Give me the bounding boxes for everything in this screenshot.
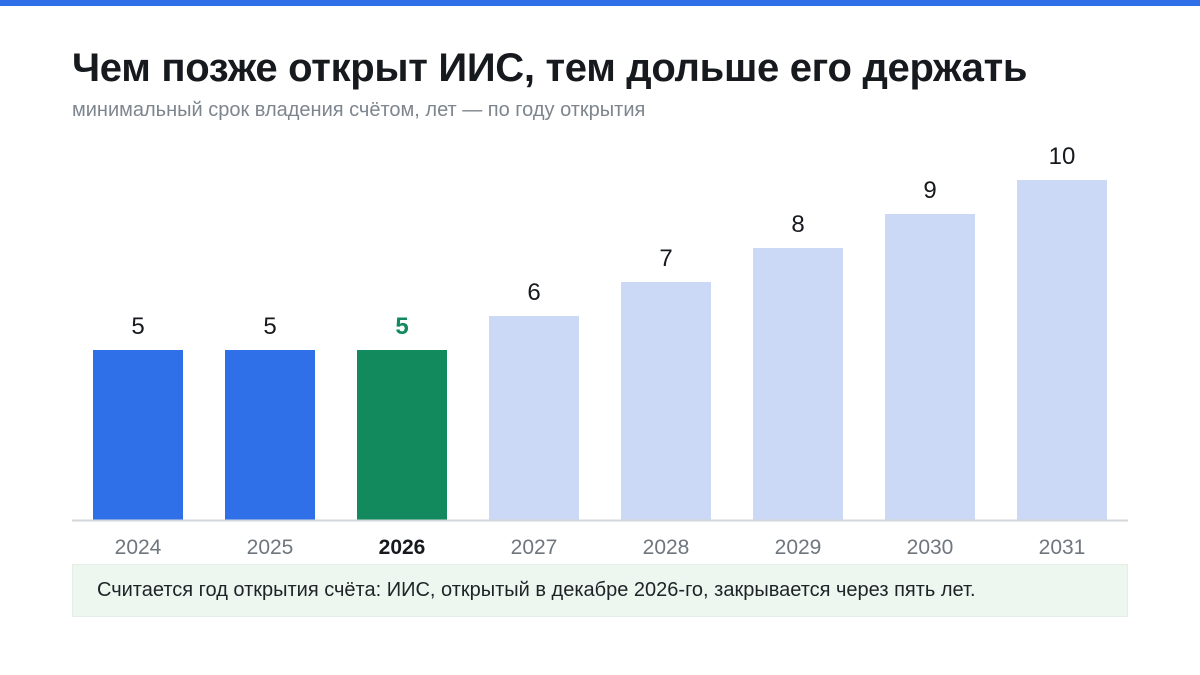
x-tick-label-2024: 2024 <box>115 536 162 559</box>
bar-2029 <box>753 248 843 520</box>
value-label-2026: 5 <box>395 313 408 340</box>
footnote-box: Считается год открытия счёта: ИИС, откры… <box>72 564 1128 617</box>
bar-2027 <box>489 316 579 520</box>
x-tick-label-2029: 2029 <box>775 536 822 559</box>
value-label-2031: 10 <box>1049 143 1076 170</box>
footnote-text: Считается год открытия счёта: ИИС, откры… <box>97 579 976 601</box>
bar-2028 <box>621 282 711 520</box>
x-tick-label-2026: 2026 <box>379 536 426 559</box>
value-label-2025: 5 <box>263 313 276 340</box>
chart-subtitle: минимальный срок владения счётом, лет — … <box>72 99 646 121</box>
chart-title: Чем позже открыт ИИС, тем дольше его дер… <box>72 46 1028 90</box>
top-accent-bar <box>0 0 1200 6</box>
value-label-2024: 5 <box>131 313 144 340</box>
bar-2030 <box>885 214 975 520</box>
x-tick-label-2027: 2027 <box>511 536 558 559</box>
bar-2026 <box>357 350 447 520</box>
value-label-2027: 6 <box>527 279 540 306</box>
x-tick-label-2028: 2028 <box>643 536 690 559</box>
bar-2031 <box>1017 180 1107 520</box>
x-tick-label-2031: 2031 <box>1039 536 1086 559</box>
value-label-2029: 8 <box>791 211 804 238</box>
bar-2024 <box>93 350 183 520</box>
value-label-2028: 7 <box>659 245 672 272</box>
bar-chart: 5 2024 5 2025 5 2026 6 2027 7 2028 8 2029 9 2030 10 203… <box>72 143 1128 559</box>
x-tick-label-2030: 2030 <box>907 536 954 559</box>
value-label-2030: 9 <box>923 177 936 204</box>
bar-2025 <box>225 350 315 520</box>
x-tick-label-2025: 2025 <box>247 536 294 559</box>
